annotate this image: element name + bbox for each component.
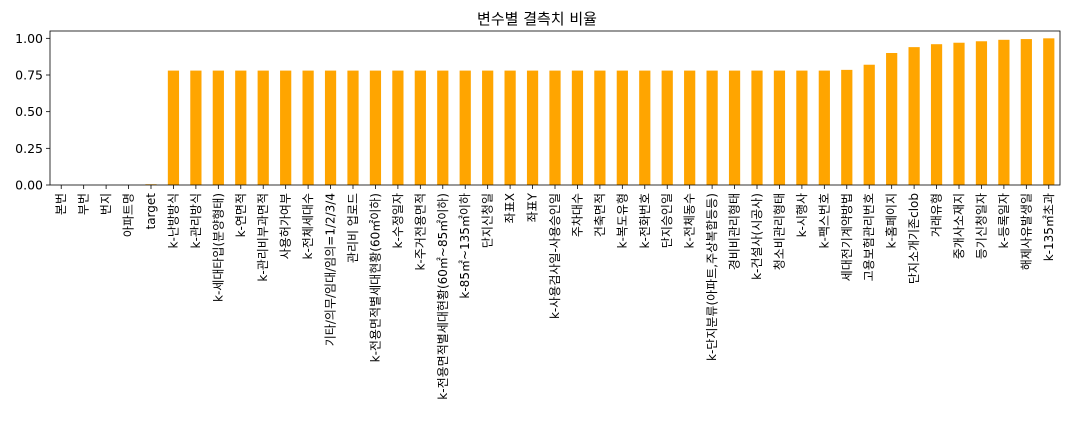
bar bbox=[549, 70, 561, 185]
bar bbox=[257, 70, 269, 185]
bar bbox=[863, 64, 875, 185]
bar bbox=[751, 70, 763, 185]
y-tick-label: 1.00 bbox=[15, 31, 43, 46]
bar bbox=[953, 42, 965, 186]
x-tick-label: 경비비관리형태 bbox=[728, 193, 742, 270]
bar bbox=[773, 70, 786, 185]
x-tick-label: 주차대수 bbox=[570, 193, 584, 237]
bar bbox=[482, 70, 494, 185]
bar bbox=[190, 70, 202, 185]
bar bbox=[437, 70, 449, 185]
x-tick-label: k-85㎡~135㎡이하 bbox=[458, 193, 472, 299]
bar bbox=[392, 70, 404, 185]
bar bbox=[616, 70, 628, 185]
bar bbox=[235, 70, 247, 185]
bar bbox=[280, 70, 292, 185]
bar bbox=[886, 53, 898, 185]
y-axis: 0.00 0.25 0.50 0.75 1.00 bbox=[15, 31, 50, 193]
bar bbox=[908, 47, 920, 185]
x-tick-label: 중개사소재지 bbox=[952, 193, 966, 259]
x-tick-label: 번지 bbox=[99, 193, 113, 215]
bar bbox=[594, 70, 606, 185]
x-tick-label: k-관리방식 bbox=[189, 193, 203, 248]
x-tick-label: k-팩스번호 bbox=[817, 193, 831, 248]
x-tick-label: 해제사유발생일 bbox=[1019, 193, 1033, 270]
bar bbox=[661, 70, 673, 185]
x-tick-label: k-복도유형 bbox=[615, 193, 629, 248]
bar bbox=[1020, 39, 1032, 185]
x-tick-label: k-난방방식 bbox=[166, 193, 180, 248]
bar bbox=[728, 70, 741, 185]
x-tick-label: k-연면적 bbox=[234, 193, 248, 237]
x-tick-label: k-홈페이지 bbox=[885, 193, 899, 248]
bar bbox=[998, 39, 1010, 185]
x-tick-label: 좌표X bbox=[503, 193, 517, 223]
bar bbox=[324, 70, 337, 185]
x-tick-label: 등기신청일자 bbox=[974, 193, 988, 259]
bar bbox=[369, 70, 382, 185]
bar bbox=[526, 70, 539, 185]
x-tick-label: 본번 bbox=[54, 193, 68, 215]
bar bbox=[975, 41, 988, 185]
x-tick-label: 단지신청일 bbox=[481, 193, 495, 248]
x-tick-label: k-주거전용면적 bbox=[413, 193, 427, 271]
plot-frame bbox=[49, 30, 1061, 186]
bar bbox=[414, 70, 426, 185]
x-tick-label: k-시행사 bbox=[794, 193, 809, 237]
x-tick-label: 고용보험관리번호 bbox=[862, 193, 876, 281]
chart-title: 변수별 결측치 비율 bbox=[477, 10, 597, 28]
x-tick-label: 사용허가여부 bbox=[279, 193, 293, 259]
x-tick-label: k-단지분류(아파트,주상복합등등) bbox=[705, 193, 719, 361]
x-tick-label: 청소비관리형태 bbox=[772, 193, 786, 270]
x-tick-label: k-세대타입(분양형태) bbox=[211, 193, 225, 302]
bar bbox=[684, 70, 696, 185]
bar bbox=[796, 70, 808, 185]
bar bbox=[302, 70, 314, 185]
bar bbox=[571, 70, 584, 185]
x-tick-label: k-전체세대수 bbox=[301, 193, 315, 259]
x-tick-label: k-수정일자 bbox=[391, 193, 405, 248]
x-tick-label: k-관리비부과면적 bbox=[256, 193, 270, 282]
x-tick-label: target bbox=[144, 193, 158, 230]
x-tick-label: k-135㎡초과 bbox=[1042, 193, 1056, 261]
bar bbox=[841, 69, 853, 185]
x-tick-label: 관리비 업로드 bbox=[346, 193, 360, 263]
bar bbox=[459, 70, 471, 185]
x-tick-label: k-등록일자 bbox=[997, 193, 1011, 248]
bar bbox=[167, 70, 180, 185]
x-tick-label: k-전체동수 bbox=[683, 193, 697, 248]
bar bbox=[639, 70, 651, 185]
x-tick-label: k-건설사(시공사) bbox=[750, 193, 764, 280]
x-tick-label: 부번 bbox=[77, 193, 91, 215]
x-tick-label: 아파트명 bbox=[122, 193, 136, 237]
bar bbox=[706, 70, 718, 185]
x-tick-label: k-전용면적별세대현황(60㎡~85㎡이하) bbox=[436, 193, 450, 400]
bar bbox=[818, 70, 830, 185]
x-tick-label: 거래유형 bbox=[930, 193, 944, 237]
bar bbox=[930, 44, 943, 186]
y-tick-label: 0.75 bbox=[15, 68, 43, 83]
bar bbox=[212, 70, 224, 185]
x-tick-label: 건축면적 bbox=[593, 193, 607, 237]
x-axis: 본번 부번 번지 아파트명 target k-난방방식 k-관리방식 k-세대타입(분양형태)… bbox=[54, 185, 1056, 400]
x-tick-label: k-전용면적별세대현황(60㎡이하) bbox=[368, 193, 382, 362]
y-tick-label: 0.25 bbox=[15, 141, 43, 156]
x-tick-label: 좌표Y bbox=[526, 192, 540, 222]
bar bbox=[1043, 38, 1055, 185]
x-tick-label: k-전화번호 bbox=[638, 193, 652, 248]
x-tick-label: 세대전기계약방법 bbox=[839, 193, 854, 281]
y-tick-label: 0.00 bbox=[15, 178, 43, 193]
x-tick-label: k-사용검사일-사용승인일 bbox=[548, 193, 562, 319]
x-tick-label: 기타/의무/임대/임의=1/2/3/4 bbox=[324, 193, 338, 346]
bars-group bbox=[145, 38, 1055, 186]
x-tick-label: 단지승인일 bbox=[660, 193, 674, 248]
bar bbox=[504, 70, 516, 185]
bar bbox=[347, 70, 359, 185]
x-tick-label: 단지소개기존clob bbox=[907, 193, 921, 284]
y-tick-label: 0.50 bbox=[15, 104, 43, 119]
